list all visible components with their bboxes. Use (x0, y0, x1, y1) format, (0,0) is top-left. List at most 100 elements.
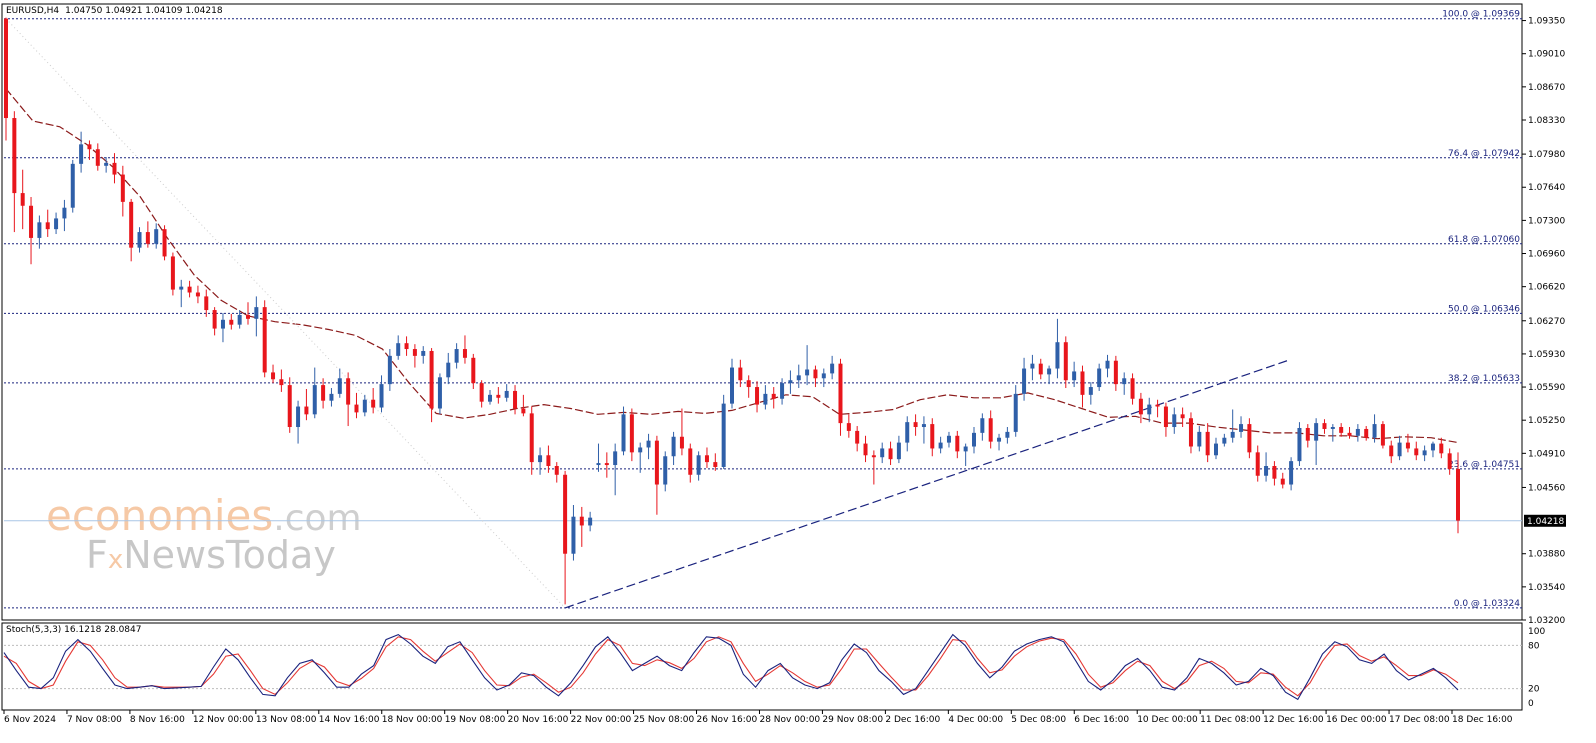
candle (1422, 445, 1427, 462)
candle-body (54, 218, 59, 230)
candle-body (621, 414, 626, 452)
candle-body (1147, 404, 1152, 415)
last-price-badge (1524, 514, 1566, 527)
candle-body (1188, 418, 1193, 447)
price-tick-label: 1.06620 (1528, 283, 1565, 293)
candle-body (1380, 424, 1385, 446)
candle-body (346, 378, 351, 405)
stochastic-label: Stoch(5,3,3) 16.1218 28.0847 (6, 625, 141, 635)
candle-body (1063, 342, 1068, 381)
candle-body (29, 205, 34, 238)
candle-body (871, 455, 876, 458)
candle-body (1280, 478, 1285, 485)
candle-body (488, 394, 492, 402)
candle-body (1422, 450, 1427, 456)
candle-body (988, 418, 993, 442)
candle (596, 443, 601, 472)
candle-body (930, 424, 935, 449)
candle (654, 435, 659, 515)
candle-body (1430, 443, 1435, 451)
candle-body (87, 144, 92, 150)
candle (4, 17, 8, 141)
candle-body (1122, 378, 1127, 385)
candle (204, 289, 209, 317)
candle-body (704, 455, 709, 463)
candle (696, 451, 701, 481)
time-tick-label: 12 Nov 00:00 (193, 715, 254, 725)
candle-body (1155, 404, 1160, 407)
candle (579, 506, 584, 547)
fib-level-label: 100.0 @ 1.09369 (1442, 10, 1520, 20)
candle-body (1447, 453, 1452, 469)
candle-body (262, 307, 267, 373)
candle-body (404, 343, 409, 350)
candle-body (446, 362, 451, 378)
candle-body (4, 18, 8, 119)
candle-body (830, 363, 835, 374)
candle-body (195, 292, 200, 297)
candle-body (688, 448, 693, 475)
price-tick-label: 1.05250 (1528, 416, 1565, 426)
price-tick-label: 1.09350 (1528, 17, 1565, 27)
candle-body (237, 314, 242, 325)
candle-body (771, 393, 776, 399)
candle (805, 345, 810, 386)
candle-body (646, 440, 651, 448)
candle-body (254, 307, 259, 319)
candle (362, 394, 367, 417)
candle (1038, 358, 1043, 380)
candle (1405, 433, 1410, 453)
candle (496, 387, 501, 404)
candle (997, 433, 1002, 451)
candle (588, 511, 593, 532)
candle-body (1330, 427, 1335, 429)
fib-level-label: 50.0 @ 1.06346 (1448, 304, 1520, 314)
candle-body (855, 430, 860, 444)
candle (187, 280, 192, 298)
candle (220, 312, 225, 343)
candle (354, 392, 359, 419)
candle (763, 385, 768, 410)
fib-level-label: 76.4 @ 1.07942 (1448, 149, 1520, 159)
candle (321, 378, 326, 409)
fib-level-label: 23.6 @ 1.04751 (1448, 460, 1520, 470)
price-tick-label: 1.03200 (1528, 616, 1565, 626)
price-tick-label: 1.07980 (1528, 150, 1565, 160)
candle (663, 451, 668, 492)
candle (1430, 441, 1435, 458)
candle (337, 368, 342, 398)
time-tick-label: 19 Nov 08:00 (445, 715, 506, 725)
price-tick-label: 1.04560 (1528, 483, 1565, 493)
candle-body (204, 296, 209, 311)
candle-body (362, 399, 367, 413)
candle-body (145, 232, 150, 244)
candle (1130, 373, 1135, 405)
candle-body (1163, 406, 1168, 428)
candle (412, 344, 417, 368)
candle-body (45, 222, 50, 230)
candle-body (187, 286, 192, 293)
candle (1097, 363, 1102, 391)
candle (1055, 318, 1060, 379)
candle-body (1372, 424, 1377, 438)
candle-body (1347, 432, 1352, 436)
candle-body (70, 163, 75, 208)
candle-body (1172, 414, 1177, 428)
candle-body (179, 286, 184, 290)
candle-body (412, 349, 417, 356)
candle (1230, 409, 1235, 443)
candle-body (563, 474, 568, 554)
candle-body (1305, 427, 1310, 441)
candle-body (963, 446, 968, 452)
candle-body (596, 463, 601, 466)
candle-body (604, 463, 609, 466)
candle (1205, 423, 1210, 463)
candle-body (20, 193, 25, 206)
candle-body (1214, 443, 1218, 456)
candle-body (396, 343, 401, 356)
time-tick-label: 5 Dec 08:00 (1011, 715, 1066, 725)
time-axis: 6 Nov 2024 7 Nov 08:00 8 Nov 16:00 12 Nov 0… (3, 710, 1513, 725)
candle (329, 388, 334, 407)
candle-body (571, 516, 576, 554)
